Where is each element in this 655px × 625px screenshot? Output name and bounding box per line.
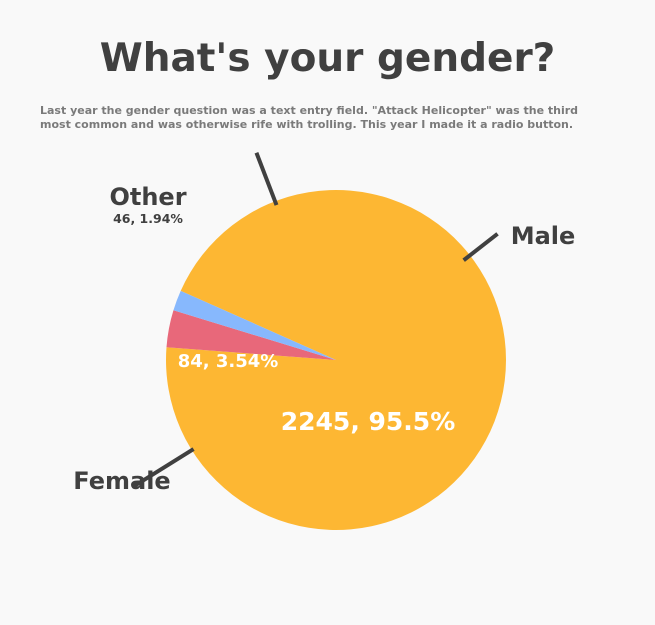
slice-male: [166, 189, 507, 530]
slice-other: [173, 290, 336, 360]
slice-value-female: 84, 3.54%: [178, 351, 279, 372]
subtitle-line-1: Last year the gender question was a text…: [40, 104, 579, 117]
leader-line-male: [462, 232, 499, 262]
chart-subtitle: Last year the gender question was a text…: [40, 104, 630, 132]
slice-value-male: 2245, 95.5%: [281, 407, 456, 436]
leader-line-female: [133, 447, 195, 488]
pie-slices: [166, 189, 507, 530]
chart-title: What's your gender?: [99, 36, 556, 81]
leader-line-other: [254, 152, 279, 206]
slice-value-other: 46, 1.94%: [113, 211, 183, 226]
slice-female: [166, 310, 336, 360]
slice-label-male: Male: [511, 222, 576, 250]
pie-labels: Male 2245, 95.5% Female 84, 3.54% Other …: [73, 183, 575, 495]
subtitle-line-2: most common and was otherwise rife with …: [40, 118, 574, 131]
leader-lines: [133, 152, 499, 488]
slice-label-female: Female: [73, 467, 170, 495]
slice-label-other: Other: [109, 183, 186, 211]
